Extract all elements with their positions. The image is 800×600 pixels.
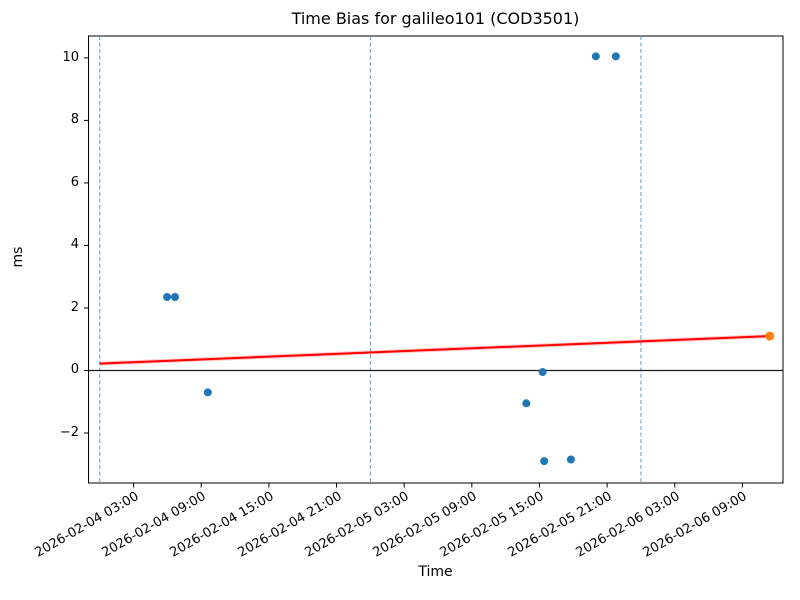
y-tick-label: −2 <box>59 424 79 440</box>
data-point-series-blue <box>522 399 531 408</box>
data-point-series-blue <box>566 455 575 464</box>
y-tick-label: 10 <box>62 49 79 65</box>
data-point-series-blue <box>203 388 212 397</box>
y-tick-label: 2 <box>70 299 79 315</box>
y-tick-label: 8 <box>70 112 79 128</box>
data-point-series-blue <box>538 368 547 377</box>
data-point-series-blue <box>163 293 172 302</box>
trend-line <box>99 335 770 365</box>
data-point-series-orange <box>765 331 775 341</box>
data-point-series-blue <box>611 52 620 61</box>
data-point-series-blue <box>591 52 600 61</box>
y-tick-label: 4 <box>70 237 79 253</box>
data-point-series-blue <box>540 457 549 466</box>
chart-title: Time Bias for galileo101 (COD3501) <box>291 9 580 28</box>
data-point-series-blue <box>170 293 179 302</box>
axes-frame <box>88 35 784 484</box>
y-tick-label: 6 <box>70 174 79 190</box>
x-axis-label: Time <box>418 564 453 580</box>
y-tick-label: 0 <box>70 362 79 378</box>
